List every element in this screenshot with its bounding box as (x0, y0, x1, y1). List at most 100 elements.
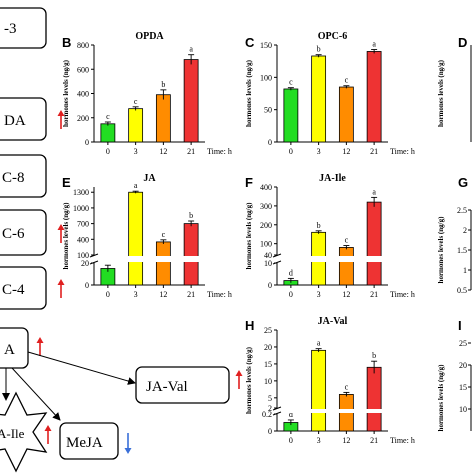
chart-panel-d-partial: hormones levels (ng/g) (437, 45, 472, 142)
bar-f-12 (338, 247, 354, 286)
axis-break-mark-bottom-e (89, 260, 99, 265)
axis-break-mark-bottom-h (272, 411, 282, 416)
significance-label-h-21: b (372, 351, 376, 360)
significance-label-b-21: a (189, 45, 193, 54)
pathway-node-box-1 (0, 7, 47, 49)
chart-panel-i-partial: hormones levels (ng/g) 25 20 15 10 (437, 339, 472, 431)
y-tick-label-e-2: 100 (77, 251, 89, 260)
pathway-node-6: A (4, 342, 15, 358)
up-arrow-icon (57, 110, 65, 129)
pathway-node-2: DA (4, 113, 26, 129)
y-tick-label-c-0: 0 (268, 138, 272, 147)
bar-c-3 (311, 55, 327, 143)
significance-label-h-12: c (345, 382, 349, 391)
pathway-node-box-4 (0, 209, 47, 256)
significance-label-b-0: c (106, 112, 110, 121)
x-axis-label-c: Time: h (390, 147, 415, 156)
significance-label-f-21: a (372, 187, 376, 196)
axis-break-gap-h (273, 409, 390, 413)
y-tick-label-f-4: 200 (260, 221, 272, 230)
y-tick-label-c-1: 50 (264, 106, 272, 115)
x-axis-label-e: Time: h (207, 290, 232, 299)
significance-label-f-3: b (317, 221, 321, 230)
bar-h-3 (311, 349, 327, 432)
bar-f-21 (366, 201, 382, 286)
x-tick-label-f-2: 12 (342, 290, 350, 299)
y-tick-label-h-5: 15 (264, 360, 272, 369)
y-tick-label-c-2: 100 (260, 73, 272, 82)
y-axis-label-c: hormones levels (ng/g) (245, 59, 253, 127)
x-tick-label-h-3: 21 (370, 436, 378, 445)
panel-letter-h: H (245, 318, 254, 333)
y-tick-label-g-4: 0.5 (457, 286, 467, 295)
arrow-to-ja-val (27, 351, 136, 385)
significance-label-c-12: c (345, 76, 349, 85)
significance-label-c-21: a (372, 40, 376, 49)
significance-label-e-12: c (162, 230, 166, 239)
x-axis-label-b: Time: h (207, 147, 232, 156)
y-tick-label-i-3: 10 (459, 405, 467, 414)
bar-b-3 (128, 108, 144, 143)
panel-title-f: JA-Ile (319, 173, 346, 184)
y-axis-label-h: hormones levels (ng/g) (245, 346, 253, 414)
y-tick-label-f-0: 0 (268, 281, 272, 290)
significance-label-e-3: a (134, 181, 138, 190)
pathway-node-box-3 (0, 154, 47, 198)
y-axis-label-g: hormones levels (ng/g) (437, 216, 445, 284)
significance-label-h-3: a (317, 339, 321, 348)
x-axis-label-h: Time: h (390, 436, 415, 445)
y-tick-label-e-4: 700 (77, 220, 89, 229)
y-tick-label-h-2: 2 (268, 404, 272, 413)
axis-break-mark-top-f (272, 253, 282, 258)
y-tick-label-g-1: 2 (463, 226, 467, 235)
down-arrow-icon (124, 433, 132, 454)
chart-panel-g-partial: hormones levels (ng/g) 2.5 2 1.5 1 0.5 (437, 206, 472, 295)
significance-label-f-0: d (289, 268, 293, 277)
axis-break-gap-e (90, 256, 207, 262)
x-tick-label-e-3: 21 (187, 290, 195, 299)
y-tick-label-f-2: 40 (264, 251, 272, 260)
y-tick-label-h-4: 10 (264, 377, 272, 386)
y-tick-label-g-2: 1.5 (457, 246, 467, 255)
pathway-node-box-6 (0, 327, 29, 369)
y-tick-label-b-1: 200 (77, 114, 89, 123)
significance-label-e-21: b (189, 211, 193, 220)
pathway-node-5: C-4 (2, 282, 25, 298)
bar-b-0 (100, 123, 116, 143)
y-tick-label-h-1: 0.2 (262, 410, 272, 419)
x-tick-label-e-0: 0 (106, 290, 110, 299)
pathway-node-box-5 (0, 266, 47, 310)
pathway-node-8: JA-Val (146, 379, 188, 395)
axis-break-gap-f (273, 256, 390, 262)
y-axis-label-f: hormones levels (ng/g) (245, 202, 253, 270)
up-arrow-icon (235, 370, 243, 389)
y-tick-label-h-0: 0 (268, 427, 272, 436)
y-tick-label-h-6: 20 (264, 343, 272, 352)
y-tick-label-e-1: 20 (81, 259, 89, 268)
y-tick-label-h-3: 5 (268, 394, 272, 403)
y-tick-label-e-5: 1000 (73, 204, 89, 213)
bar-e-12 (155, 241, 171, 286)
y-tick-label-g-3: 1 (463, 266, 467, 275)
chart-panel-opc6: OPC-6 hormones levels (ng/g) 0 50 100 150 c 0 b 3… (245, 31, 415, 156)
pathway-node-7: A-Ile (0, 426, 25, 441)
y-tick-label-e-3: 400 (77, 235, 89, 244)
x-axis-label-f: Time: h (390, 290, 415, 299)
panel-letter-c: C (245, 35, 255, 50)
pathway-node-4: C-6 (2, 226, 25, 242)
arrow-to-meja (11, 367, 61, 421)
x-tick-label-b-3: 21 (187, 147, 195, 156)
up-arrow-icon (36, 337, 44, 356)
pathway-node-box-9 (59, 422, 119, 460)
significance-label-c-3: b (317, 45, 321, 54)
y-tick-label-f-6: 400 (260, 183, 272, 192)
bar-c-12 (338, 86, 354, 143)
pathway-diagram: -3 DA C-8 C-6 C-4 A (0, 7, 243, 473)
pathway-node-1: -3 (4, 21, 17, 37)
panel-title-c: OPC-6 (318, 31, 347, 42)
panel-letter-i: I (458, 318, 462, 333)
